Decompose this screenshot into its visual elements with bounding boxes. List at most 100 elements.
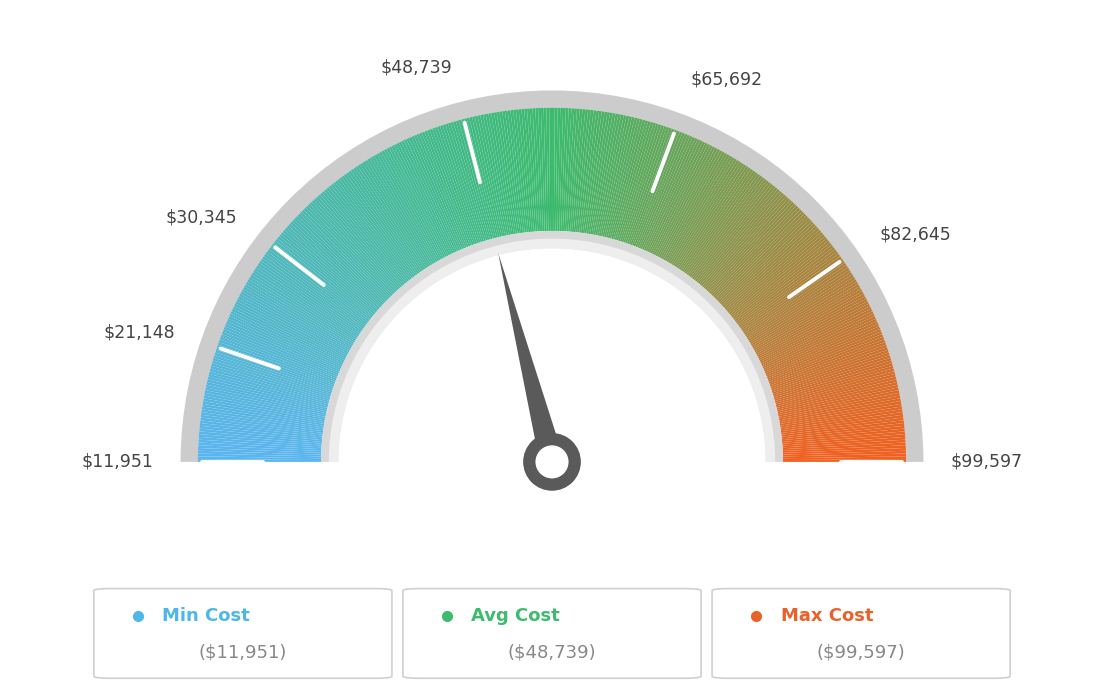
Wedge shape	[412, 136, 461, 250]
Wedge shape	[301, 210, 390, 299]
Wedge shape	[754, 289, 862, 351]
Wedge shape	[530, 108, 540, 231]
Wedge shape	[720, 219, 813, 305]
Wedge shape	[758, 304, 870, 360]
Wedge shape	[693, 182, 772, 281]
Wedge shape	[558, 108, 563, 231]
FancyBboxPatch shape	[94, 589, 392, 678]
Wedge shape	[299, 212, 389, 300]
Wedge shape	[199, 431, 322, 444]
Text: $99,597: $99,597	[951, 453, 1022, 471]
Wedge shape	[586, 112, 607, 234]
Text: $21,148: $21,148	[104, 324, 176, 342]
Wedge shape	[274, 241, 372, 319]
Wedge shape	[437, 126, 479, 244]
Wedge shape	[783, 448, 906, 455]
Wedge shape	[181, 90, 923, 462]
Wedge shape	[223, 329, 338, 377]
Wedge shape	[744, 265, 848, 335]
Wedge shape	[427, 130, 473, 246]
Wedge shape	[554, 108, 558, 231]
Wedge shape	[198, 451, 321, 457]
Wedge shape	[640, 135, 690, 249]
Wedge shape	[714, 210, 803, 299]
Wedge shape	[741, 258, 843, 331]
Wedge shape	[595, 114, 622, 235]
Wedge shape	[707, 198, 790, 291]
Wedge shape	[696, 184, 774, 282]
Wedge shape	[677, 164, 746, 269]
Wedge shape	[263, 256, 364, 329]
Wedge shape	[203, 395, 326, 420]
Wedge shape	[606, 117, 637, 238]
Wedge shape	[779, 404, 902, 426]
Wedge shape	[625, 126, 667, 244]
Wedge shape	[778, 390, 900, 417]
Wedge shape	[772, 353, 890, 392]
Wedge shape	[202, 404, 325, 426]
Wedge shape	[429, 129, 474, 245]
Wedge shape	[216, 347, 333, 388]
Wedge shape	[774, 366, 893, 401]
Wedge shape	[266, 251, 367, 326]
Wedge shape	[688, 175, 763, 276]
Wedge shape	[581, 110, 599, 233]
Wedge shape	[406, 138, 458, 251]
Wedge shape	[513, 110, 529, 233]
Wedge shape	[422, 132, 469, 247]
Wedge shape	[777, 384, 899, 413]
Wedge shape	[776, 377, 896, 408]
Wedge shape	[288, 224, 381, 308]
Wedge shape	[765, 324, 879, 373]
FancyBboxPatch shape	[403, 589, 701, 678]
Wedge shape	[749, 277, 856, 343]
Wedge shape	[646, 138, 698, 251]
Wedge shape	[493, 112, 516, 234]
Wedge shape	[226, 322, 340, 372]
Wedge shape	[461, 119, 495, 239]
Wedge shape	[779, 401, 901, 424]
Wedge shape	[624, 125, 665, 243]
Wedge shape	[783, 451, 906, 457]
Wedge shape	[682, 169, 753, 272]
Wedge shape	[656, 145, 713, 256]
Wedge shape	[327, 187, 406, 284]
Wedge shape	[775, 368, 894, 403]
Wedge shape	[783, 440, 905, 449]
Wedge shape	[203, 398, 325, 422]
Wedge shape	[339, 177, 415, 277]
Wedge shape	[726, 230, 821, 312]
Wedge shape	[259, 261, 362, 332]
Wedge shape	[205, 387, 327, 415]
Wedge shape	[220, 337, 336, 382]
Wedge shape	[543, 108, 549, 231]
Wedge shape	[322, 191, 403, 286]
Wedge shape	[754, 291, 863, 352]
Wedge shape	[204, 390, 326, 417]
Wedge shape	[443, 124, 482, 242]
Wedge shape	[283, 230, 378, 312]
Wedge shape	[199, 434, 321, 446]
Wedge shape	[766, 331, 882, 379]
Wedge shape	[404, 139, 457, 252]
Wedge shape	[755, 294, 864, 354]
Wedge shape	[769, 342, 887, 385]
Wedge shape	[757, 299, 868, 357]
Wedge shape	[761, 311, 873, 365]
Wedge shape	[743, 263, 847, 333]
Wedge shape	[450, 122, 488, 241]
Wedge shape	[280, 232, 376, 313]
Wedge shape	[546, 108, 550, 231]
Wedge shape	[715, 212, 805, 300]
Wedge shape	[731, 238, 828, 317]
Wedge shape	[309, 202, 395, 293]
Wedge shape	[618, 123, 656, 241]
Wedge shape	[698, 187, 777, 284]
Wedge shape	[612, 119, 646, 239]
Wedge shape	[291, 219, 384, 305]
Wedge shape	[616, 122, 654, 241]
Wedge shape	[200, 426, 322, 440]
Wedge shape	[583, 111, 602, 233]
Wedge shape	[445, 124, 484, 242]
Wedge shape	[782, 417, 904, 435]
